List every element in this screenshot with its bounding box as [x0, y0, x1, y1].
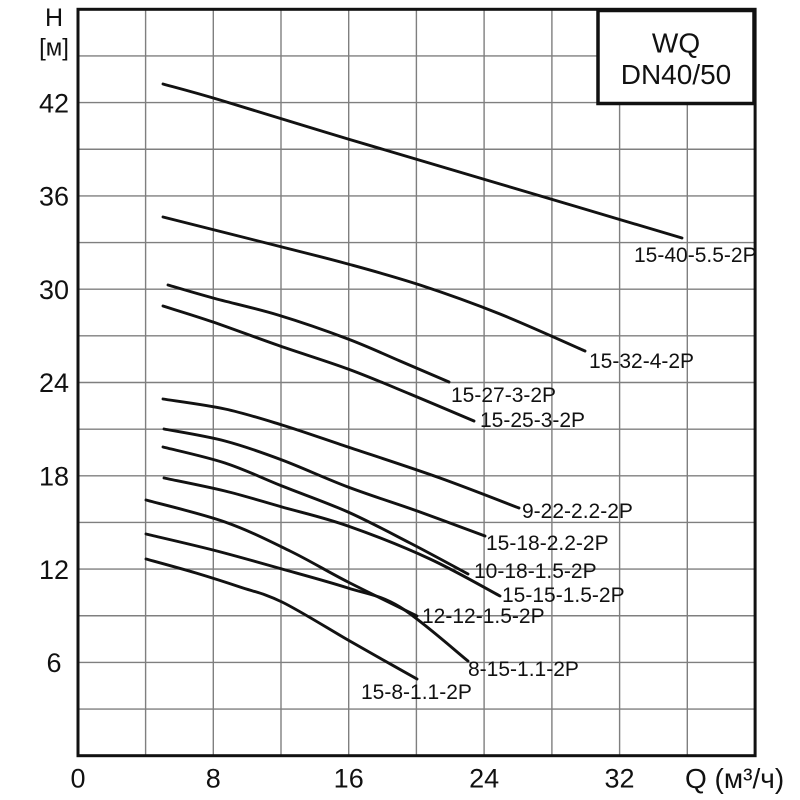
svg-text:15-27-3-2P: 15-27-3-2P: [451, 384, 556, 407]
svg-text:15-15-1.5-2P: 15-15-1.5-2P: [502, 584, 625, 607]
svg-text:15-25-3-2P: 15-25-3-2P: [480, 409, 585, 432]
svg-text:32: 32: [604, 764, 634, 794]
svg-text:24: 24: [39, 368, 69, 398]
svg-text:24: 24: [469, 764, 499, 794]
svg-text:15-8-1.1-2P: 15-8-1.1-2P: [361, 681, 472, 704]
svg-text:15-18-2.2-2P: 15-18-2.2-2P: [486, 532, 609, 555]
svg-text:H: H: [45, 4, 63, 32]
svg-text:10-18-1.5-2P: 10-18-1.5-2P: [474, 560, 597, 583]
svg-text:6: 6: [46, 648, 61, 678]
svg-text:[м]: [м]: [39, 34, 69, 61]
svg-text:42: 42: [39, 88, 69, 118]
svg-text:8-15-1.1-2P: 8-15-1.1-2P: [468, 658, 579, 681]
svg-text:15-40-5.5-2P: 15-40-5.5-2P: [634, 244, 757, 267]
svg-text:Q (м³/ч): Q (м³/ч): [685, 763, 784, 794]
svg-text:9-22-2.2-2P: 9-22-2.2-2P: [522, 500, 633, 523]
svg-text:36: 36: [39, 182, 69, 212]
svg-text:DN40/50: DN40/50: [621, 59, 732, 90]
svg-text:16: 16: [334, 764, 364, 794]
svg-text:8: 8: [206, 764, 221, 794]
svg-text:15-32-4-2P: 15-32-4-2P: [589, 350, 694, 373]
svg-text:12: 12: [39, 555, 69, 585]
svg-text:0: 0: [70, 764, 85, 794]
svg-text:WQ: WQ: [652, 28, 700, 59]
svg-text:30: 30: [39, 275, 69, 305]
svg-text:12-12-1.5-2P: 12-12-1.5-2P: [422, 605, 545, 628]
svg-text:18: 18: [39, 462, 69, 492]
